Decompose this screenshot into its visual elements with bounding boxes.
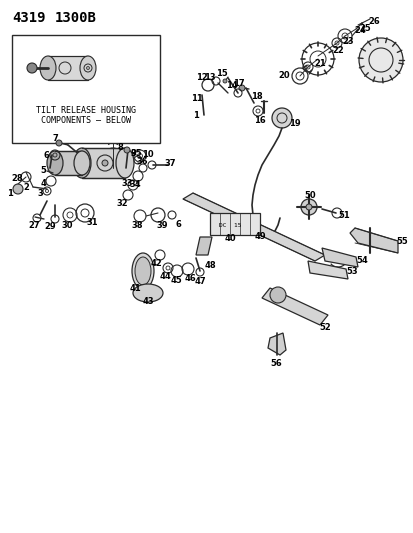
Text: 30: 30 [61, 221, 73, 230]
Circle shape [56, 140, 62, 146]
Circle shape [27, 63, 37, 73]
Text: TILT RELEASE HOUSING: TILT RELEASE HOUSING [36, 106, 136, 115]
Text: 17: 17 [233, 78, 244, 87]
Circle shape [223, 79, 226, 83]
Text: 2: 2 [23, 182, 29, 191]
Circle shape [300, 199, 316, 215]
Text: 50: 50 [304, 190, 315, 199]
Text: 1300B: 1300B [55, 11, 97, 25]
Ellipse shape [116, 148, 134, 178]
Text: 18: 18 [251, 92, 262, 101]
Ellipse shape [47, 151, 63, 175]
Text: 1: 1 [7, 189, 13, 198]
Text: 25: 25 [358, 23, 370, 33]
Text: 52: 52 [318, 324, 330, 333]
Text: 6: 6 [175, 220, 180, 229]
Text: 32: 32 [116, 198, 128, 207]
Polygon shape [321, 248, 357, 267]
Bar [12, 35, 159, 143]
Text: 16: 16 [254, 116, 265, 125]
Polygon shape [261, 288, 327, 325]
Text: 13: 13 [204, 72, 215, 82]
Text: 21: 21 [313, 59, 325, 68]
Ellipse shape [132, 253, 154, 289]
Text: 34: 34 [129, 180, 140, 189]
Text: 39: 39 [156, 221, 167, 230]
Polygon shape [55, 151, 82, 175]
Text: 15: 15 [216, 69, 227, 77]
Text: 55: 55 [395, 237, 407, 246]
Text: 29: 29 [44, 222, 56, 230]
Circle shape [358, 38, 402, 82]
Ellipse shape [74, 151, 90, 175]
Text: 14: 14 [225, 80, 237, 90]
Polygon shape [267, 333, 285, 355]
Bar [209, 213, 259, 235]
Ellipse shape [80, 56, 96, 80]
Text: 3: 3 [37, 189, 43, 198]
Polygon shape [195, 237, 211, 255]
Text: 7: 7 [52, 133, 58, 142]
Text: 28: 28 [11, 174, 23, 182]
Text: 37: 37 [164, 158, 176, 167]
Text: 23: 23 [342, 36, 353, 45]
Text: 44: 44 [159, 271, 171, 280]
Text: 45: 45 [170, 276, 181, 285]
Text: 43: 43 [142, 296, 154, 305]
Text: 41: 41 [129, 284, 140, 293]
Text: 56: 56 [269, 359, 281, 367]
Text: 4: 4 [41, 179, 47, 188]
Text: 49: 49 [254, 231, 265, 240]
Text: DC  15: DC 15 [218, 222, 241, 228]
Polygon shape [307, 261, 347, 279]
Text: 48: 48 [204, 261, 215, 270]
Polygon shape [349, 228, 397, 253]
Circle shape [86, 67, 89, 69]
Text: 4319: 4319 [12, 11, 45, 25]
Text: 11: 11 [191, 93, 202, 102]
Text: 6: 6 [43, 150, 49, 159]
Ellipse shape [135, 257, 151, 285]
Ellipse shape [133, 284, 163, 302]
Text: 9: 9 [131, 149, 137, 157]
Text: 26: 26 [367, 17, 379, 26]
Text: 38: 38 [131, 221, 142, 230]
Text: 31: 31 [86, 217, 97, 227]
Text: 40: 40 [224, 233, 235, 243]
Text: 46: 46 [184, 273, 195, 282]
Text: 5: 5 [40, 166, 46, 174]
Polygon shape [82, 148, 125, 178]
Text: 12: 12 [196, 72, 207, 82]
Text: 33: 33 [121, 179, 133, 188]
Text: 53: 53 [345, 266, 357, 276]
Text: 8: 8 [117, 142, 123, 151]
Text: 35: 35 [130, 149, 142, 157]
Text: 47: 47 [194, 277, 205, 286]
Text: 20: 20 [278, 70, 289, 79]
Text: 10: 10 [142, 149, 154, 158]
Text: 27: 27 [28, 221, 40, 230]
Ellipse shape [40, 56, 56, 80]
Circle shape [102, 160, 108, 166]
Polygon shape [48, 56, 88, 80]
Circle shape [238, 85, 244, 91]
Circle shape [124, 147, 130, 153]
Text: 42: 42 [150, 259, 161, 268]
Circle shape [269, 287, 285, 303]
Polygon shape [183, 193, 324, 261]
Text: 22: 22 [331, 45, 343, 54]
Circle shape [305, 204, 311, 210]
Text: 51: 51 [337, 211, 349, 220]
Text: 1: 1 [192, 110, 199, 119]
Text: 19: 19 [289, 118, 300, 127]
Ellipse shape [73, 148, 91, 178]
Text: 54: 54 [355, 255, 367, 264]
Text: COMPONENTS – BELOW: COMPONENTS – BELOW [41, 116, 131, 125]
Text: 24: 24 [353, 26, 365, 35]
Circle shape [271, 108, 291, 128]
Circle shape [13, 184, 23, 194]
Text: 36: 36 [136, 157, 147, 166]
